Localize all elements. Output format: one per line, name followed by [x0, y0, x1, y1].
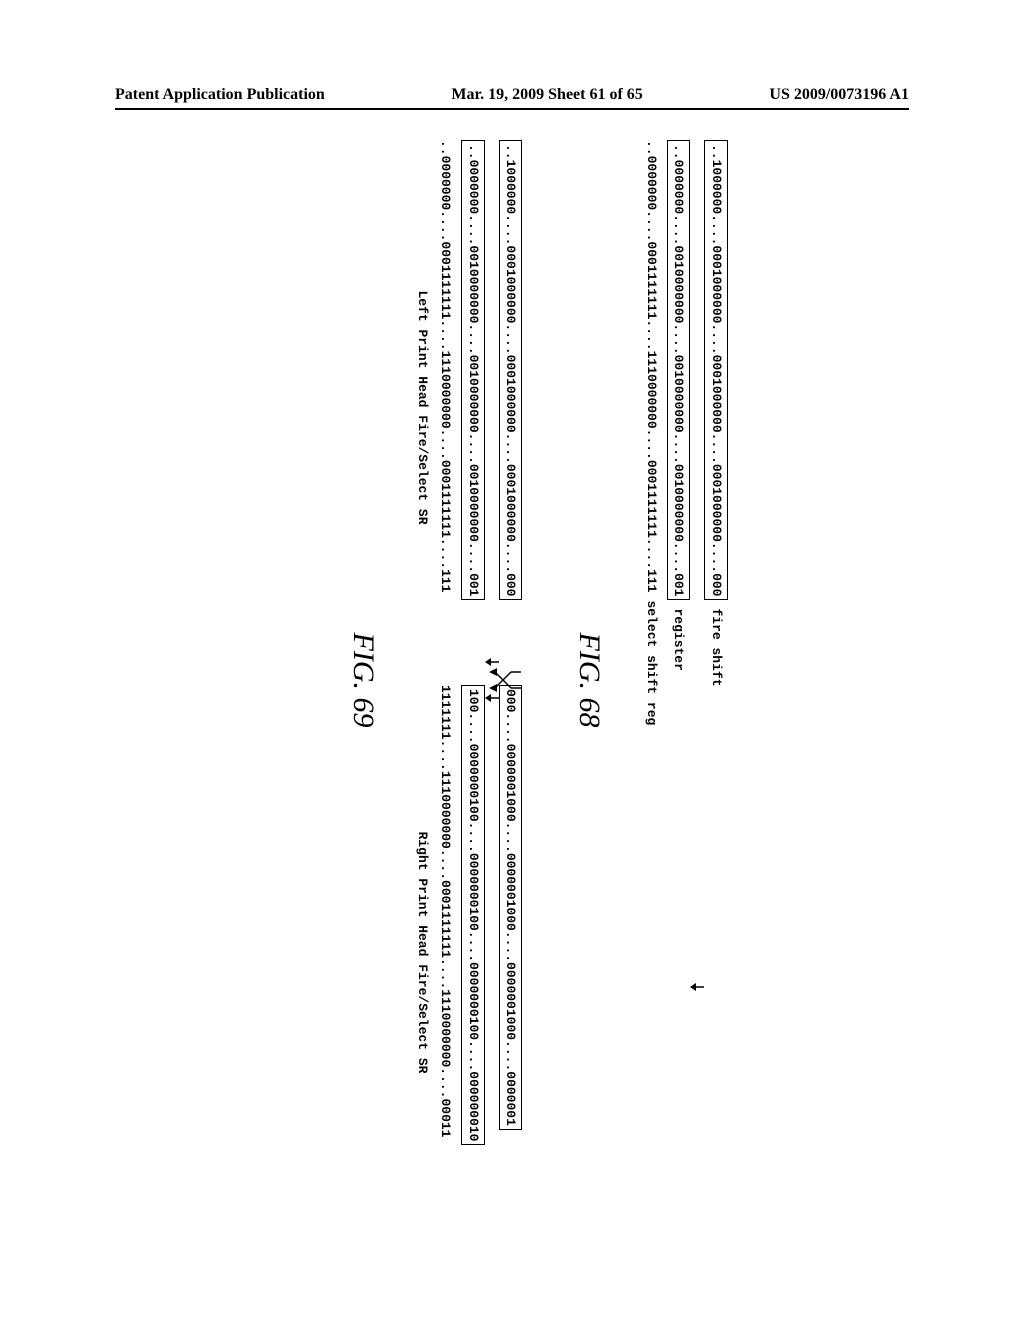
arrow-down-icon [485, 693, 499, 703]
fig69-left-row2-box: ..0000000....0010000000....0010000000...… [462, 140, 486, 600]
fig69-right-row1: 000....0000001000....0000001000....00000… [499, 685, 523, 1220]
fig69-left-row2: ..0000000....0010000000....0010000000...… [462, 140, 486, 675]
fig69-left-sublabel: Left Print Head Fire/Select SR [415, 140, 430, 675]
fig68-row1-label: fire shift [707, 608, 727, 686]
figures-container: ..1000000....0001000000....0001000000...… [0, 140, 1024, 1220]
fig68-row3-label: select shift reg [642, 600, 662, 725]
cross-connector-icon [479, 668, 523, 692]
fig68-row1: ..1000000....0001000000....0001000000...… [705, 140, 729, 1220]
fig-69: ..1000000....0001000000....0001000000...… [346, 140, 523, 1220]
fig69-right-sublabel: Right Print Head Fire/Select SR [415, 685, 430, 1220]
fig68-row2: ..0000000....0010000000....0010000000...… [667, 140, 691, 1220]
fig68-caption: FIG. 68 [573, 140, 607, 1220]
page-header: Patent Application Publication Mar. 19, … [0, 86, 1024, 104]
fig69-right-connector [485, 685, 499, 1220]
header-right: US 2009/0073196 A1 [769, 86, 909, 104]
fig68-connector [691, 140, 705, 1220]
fig68-row1-box: ..1000000....0001000000....0001000000...… [705, 140, 729, 600]
fig68-row2-label: register [669, 608, 689, 670]
fig69-left-row1-box: ..1000000....0001000000....0001000000...… [499, 140, 523, 600]
header-rule [115, 108, 909, 110]
fig68-row2-box: ..0000000....0010000000....0010000000...… [667, 140, 691, 600]
arrow-down-icon [485, 657, 499, 667]
fig69-right-row2: 100....0000000100....0000000100....00000… [462, 685, 486, 1220]
fig-68: ..1000000....0001000000....0001000000...… [573, 140, 729, 1220]
fig69-left-col: ..1000000....0001000000....0001000000...… [415, 140, 523, 675]
fig69-right-row1-box: 000....0000001000....0000001000....00000… [499, 685, 523, 1130]
fig68-row3-text: ..0000000....0001111111....1110000000...… [642, 140, 662, 592]
fig69-right-row3-text: 1111111....1110000000....0001111111....1… [436, 685, 456, 1137]
fig69-right-col: 000....0000001000....0000001000....00000… [415, 685, 523, 1220]
fig68-row3: ..0000000....0001111111....1110000000...… [642, 140, 662, 1220]
header-center: Mar. 19, 2009 Sheet 61 of 65 [451, 86, 642, 104]
rotated-content: ..1000000....0001000000....0001000000...… [296, 140, 728, 1220]
fig69-left-connector [485, 140, 499, 675]
fig69-left-row3: ..0000000....0001111111....1110000000...… [436, 140, 456, 675]
fig69-left-row1: ..1000000....0001000000....0001000000...… [499, 140, 523, 675]
header-left: Patent Application Publication [115, 86, 325, 104]
fig69-right-row2-box: 100....0000000100....0000000100....00000… [462, 685, 486, 1145]
fig69-right-row3: 1111111....1110000000....0001111111....1… [436, 685, 456, 1220]
fig69-caption: FIG. 69 [346, 140, 380, 1220]
fig69-left-row3-text: ..0000000....0001111111....1110000000...… [436, 140, 456, 592]
arrow-down-icon [691, 982, 705, 992]
